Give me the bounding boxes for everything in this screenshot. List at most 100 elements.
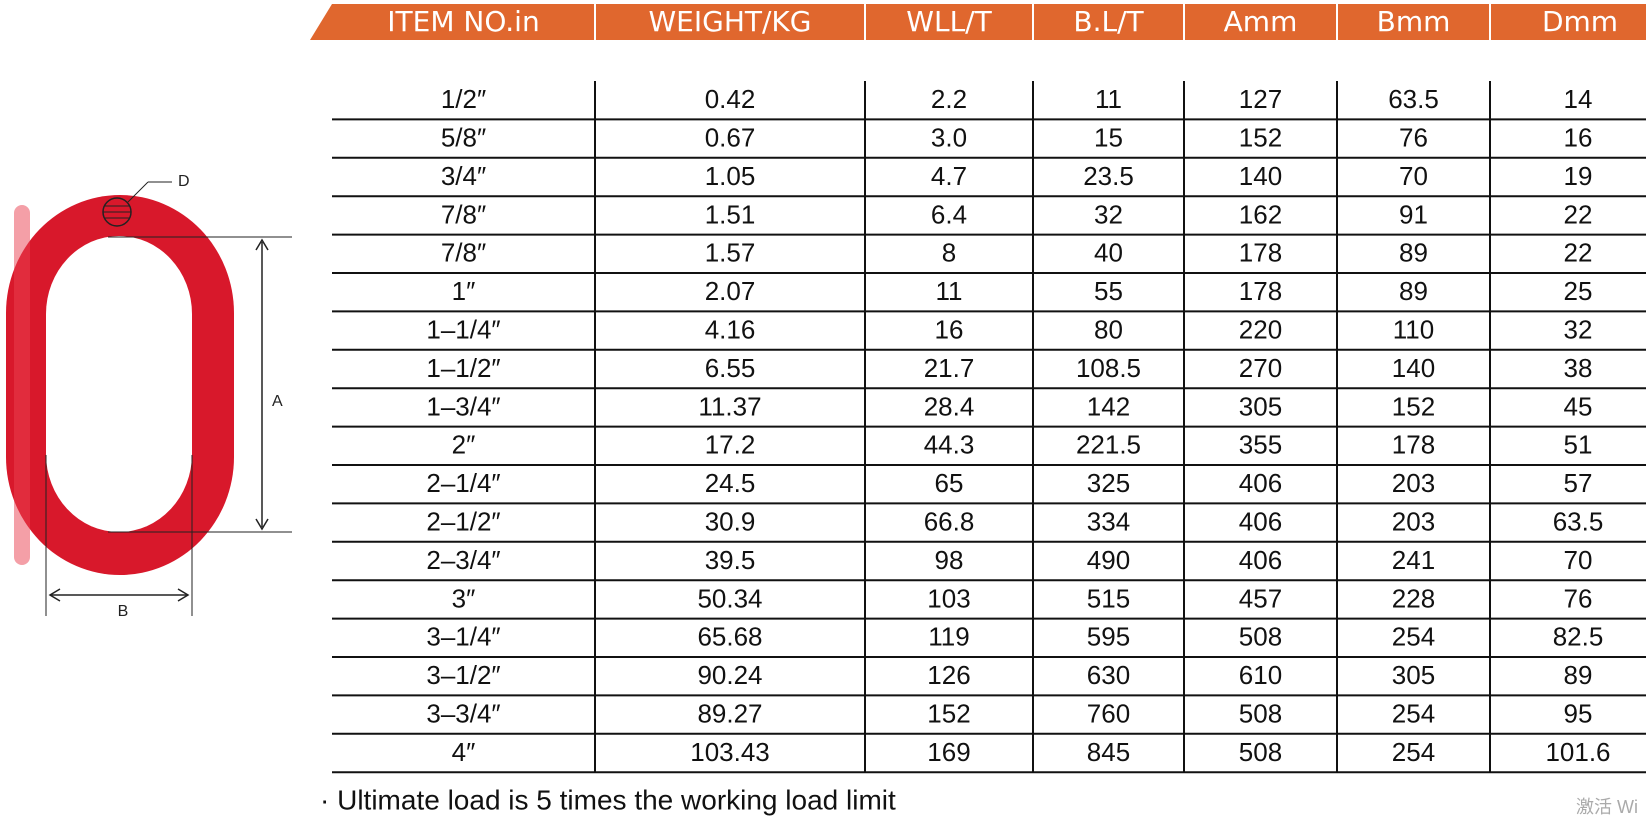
table-cell: 11 [1095, 84, 1122, 114]
table-cell: 32 [1564, 314, 1593, 344]
table-cell: 325 [1087, 468, 1130, 498]
table-cell: 152 [1392, 391, 1435, 421]
table-cell: 178 [1239, 276, 1282, 306]
table-cell: 65 [935, 468, 964, 498]
ring-diagram: D A B [6, 173, 292, 620]
table-cell: 221.5 [1076, 430, 1141, 460]
table-cell: 595 [1087, 622, 1130, 652]
table-cell: 89.27 [697, 698, 762, 728]
table-cell: 90.24 [697, 660, 762, 690]
table-cell: 23.5 [1083, 161, 1134, 191]
table-cell: 108.5 [1076, 353, 1141, 383]
table-cell: 508 [1239, 698, 1282, 728]
table-cell: 51 [1564, 430, 1593, 460]
table-cell: 1/2″ [441, 84, 486, 114]
table-cell: 203 [1392, 468, 1435, 498]
table-cell: 45 [1564, 391, 1593, 421]
table-cell: 508 [1239, 622, 1282, 652]
table-cell: 66.8 [924, 506, 975, 536]
table-cell: 203 [1392, 506, 1435, 536]
table-cell: 140 [1239, 161, 1282, 191]
table-cell: 24.5 [705, 468, 756, 498]
table-cell: 39.5 [705, 545, 756, 575]
watermark: 激活 Wi [1576, 797, 1638, 817]
table-cell: 142 [1087, 391, 1130, 421]
table-cell: 610 [1239, 660, 1282, 690]
table-cell: 508 [1239, 737, 1282, 767]
table-cell: 11.37 [698, 391, 761, 421]
table-cell: 32 [1094, 199, 1123, 229]
table-cell: 44.3 [924, 430, 975, 460]
table-cell: 0.67 [705, 122, 756, 152]
table-cell: 630 [1087, 660, 1130, 690]
header-cell: Dmm [1542, 5, 1618, 38]
table-cell: 80 [1094, 314, 1123, 344]
table-cell: 82.5 [1553, 622, 1604, 652]
table-cell: 305 [1392, 660, 1435, 690]
table-cell: 140 [1392, 353, 1435, 383]
table-cell: 1–1/2″ [426, 353, 500, 383]
table-cell: 2–1/4″ [426, 468, 500, 498]
table-cell: 4.16 [705, 314, 756, 344]
header-cell: Bmm [1377, 5, 1451, 38]
table-cell: 457 [1239, 583, 1282, 613]
table-cell: 490 [1087, 545, 1130, 575]
table-cell: 406 [1239, 506, 1282, 536]
table-cell: 38 [1564, 353, 1593, 383]
note: · Ultimate load is 5 times the working l… [320, 784, 896, 815]
table-cell: 55 [1094, 276, 1123, 306]
table-cell: 152 [1239, 122, 1282, 152]
table-cell: 178 [1392, 430, 1435, 460]
table-cell: 8 [942, 238, 956, 268]
table-cell: 3–1/2″ [426, 660, 500, 690]
table-cell: 152 [927, 698, 970, 728]
header-cell: ITEM NO.in [387, 5, 539, 38]
table-cell: 355 [1239, 430, 1282, 460]
table-cell: 76 [1399, 122, 1428, 152]
table-cell: 254 [1392, 737, 1435, 767]
table-cell: 127 [1239, 84, 1282, 114]
label-d: D [178, 173, 190, 190]
table-cell: 2–3/4″ [426, 545, 500, 575]
header-bar [310, 4, 1646, 40]
table-cell: 17.2 [705, 430, 756, 460]
table-cell: 3–1/4″ [426, 622, 500, 652]
table-cell: 40 [1094, 238, 1123, 268]
table-cell: 254 [1392, 698, 1435, 728]
table-cell: 845 [1087, 737, 1130, 767]
table-cell: 1.05 [705, 161, 756, 191]
table-cell: 334 [1087, 506, 1130, 536]
table-cell: 406 [1239, 545, 1282, 575]
table-cell: 15 [1094, 122, 1123, 152]
table-cell: 25 [1564, 276, 1593, 306]
table-cell: 1–3/4″ [426, 391, 500, 421]
table-cell: 103.43 [690, 737, 770, 767]
table-cell: 89 [1564, 660, 1593, 690]
table-cell: 50.34 [697, 583, 762, 613]
table-cell: 65.68 [697, 622, 762, 652]
table-cell: 1.51 [705, 199, 756, 229]
header-cell: B.L/T [1073, 5, 1144, 38]
table-cell: 70 [1399, 161, 1428, 191]
table-cell: 119 [928, 622, 969, 652]
table-cell: 22 [1564, 238, 1593, 268]
table-cell: 406 [1239, 468, 1282, 498]
table-cell: 19 [1564, 161, 1593, 191]
table-cell: 5/8″ [441, 122, 486, 152]
table-cell: 63.5 [1553, 506, 1604, 536]
table-cell: 14 [1564, 84, 1593, 114]
table-cell: 95 [1564, 698, 1593, 728]
table-cell: 515 [1087, 583, 1130, 613]
table-cell: 3″ [452, 583, 476, 613]
table-cell: 6.4 [931, 199, 967, 229]
table-cell: 2–1/2″ [426, 506, 500, 536]
table-cell: 760 [1087, 698, 1130, 728]
table-cell: 3/4″ [441, 161, 486, 191]
table-cell: 76 [1564, 583, 1593, 613]
table-cell: 169 [927, 737, 970, 767]
table-cell: 241 [1392, 545, 1435, 575]
table-cell: 126 [927, 660, 970, 690]
table-cell: 2.2 [931, 84, 967, 114]
table-cell: 16 [1564, 122, 1593, 152]
